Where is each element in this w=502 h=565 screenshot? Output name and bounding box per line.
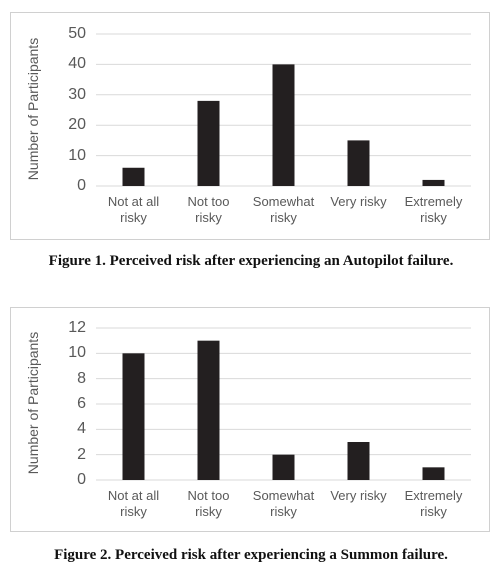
bar — [197, 340, 220, 480]
y-axis-label: Number of Participants — [25, 331, 42, 475]
y-tick-label: 10 — [68, 344, 86, 362]
bar — [197, 100, 220, 186]
x-tick-label: Very risky — [330, 488, 387, 503]
figure-caption: Figure 1. Perceived risk after experienc… — [48, 253, 454, 269]
y-tick-label: 2 — [77, 445, 86, 463]
x-tick-label: Not at all risky — [107, 194, 160, 225]
x-tick-label: Somewhat risky — [252, 488, 315, 519]
y-tick-label: 0 — [77, 471, 86, 488]
y-tick-label: 20 — [68, 116, 86, 134]
x-tick-label: Extremely risky — [404, 488, 463, 519]
y-tick-label: 8 — [77, 369, 86, 387]
y-tick-label: 4 — [77, 420, 86, 438]
y-tick-label: 30 — [68, 85, 86, 103]
y-axis-label: Number of Participants — [25, 37, 42, 181]
x-tick-label: Not at all risky — [107, 488, 160, 519]
bar — [422, 179, 445, 186]
y-tick-label: 12 — [68, 319, 86, 336]
y-tick-label: 10 — [68, 146, 86, 164]
chart — [96, 33, 471, 187]
bar — [122, 353, 145, 480]
y-tick-label: 0 — [77, 177, 86, 194]
x-tick-label: Very risky — [330, 194, 387, 209]
bar — [272, 64, 295, 186]
y-tick-label: 40 — [68, 55, 86, 73]
bar — [422, 467, 445, 480]
figure-caption: Figure 2. Perceived risk after experienc… — [54, 547, 448, 563]
x-tick-label: Somewhat risky — [252, 194, 315, 225]
x-tick-label: Extremely risky — [404, 194, 463, 225]
bar — [347, 442, 370, 480]
y-tick-label: 6 — [77, 395, 86, 412]
chart — [96, 327, 471, 481]
bar — [122, 167, 145, 186]
y-tick-label: 50 — [68, 25, 86, 42]
bar — [272, 454, 295, 480]
bar — [347, 140, 370, 186]
chart-box: 0 2 4 6 8 10 12 Number of Participants Not at al… — [10, 307, 490, 532]
x-tick-label: Not too risky — [187, 194, 230, 225]
x-tick-label: Not too risky — [187, 488, 230, 519]
chart-box: 0 10 20 30 40 50 Number of Participants Not at … — [10, 12, 490, 240]
